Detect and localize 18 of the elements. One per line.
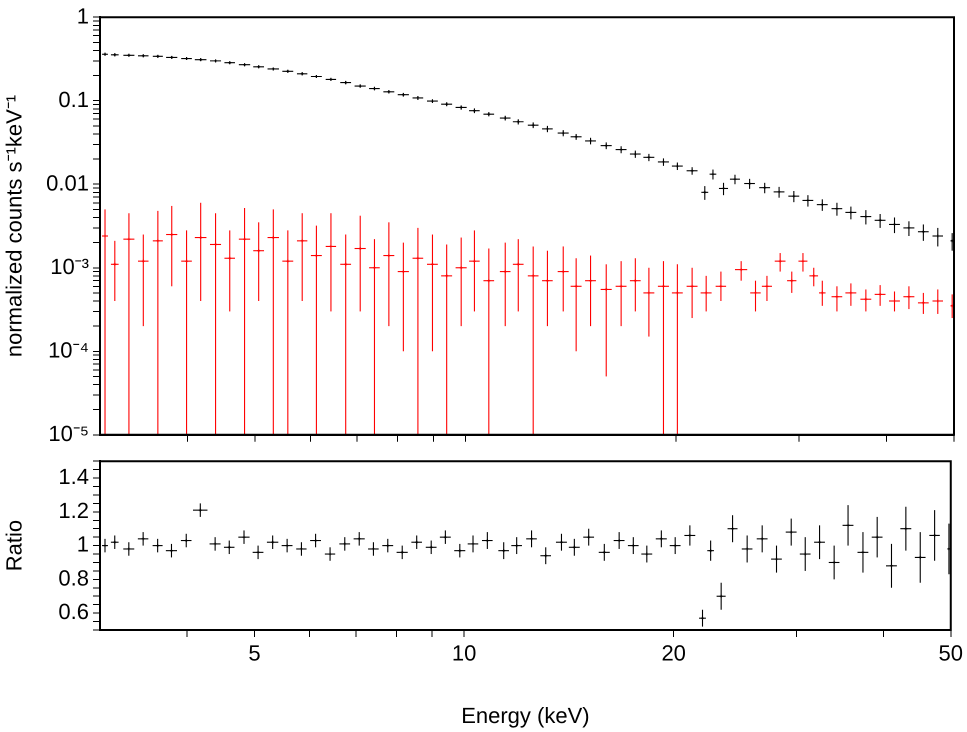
y-tick-label: 10⁻⁴ (48, 337, 89, 362)
y-axis-title: Ratio (1, 520, 26, 572)
y-tick-label: 10⁻³ (50, 254, 89, 279)
y-tick-label: 0.6 (58, 599, 89, 624)
x-tick-label: 50 (938, 640, 964, 666)
y-tick-label: 0.8 (58, 565, 89, 590)
x-tick-label: 5 (248, 640, 261, 666)
y-axis-title: normalized counts s⁻¹keV⁻¹ (1, 94, 26, 358)
y-tick-label: 0.1 (58, 86, 89, 112)
y-tick-label: 1 (76, 532, 89, 557)
y-tick-label: 1.4 (58, 464, 89, 490)
y-tick-label: 0.01 (46, 170, 89, 196)
y-tick-label: 1 (76, 3, 89, 28)
y-tick-label: 1.2 (58, 498, 89, 523)
x-tick-label: 20 (661, 640, 686, 666)
y-tick-label: 10⁻⁵ (48, 420, 89, 446)
x-axis-title: Energy (keV) (461, 702, 590, 728)
x-tick-label: 10 (452, 640, 476, 666)
